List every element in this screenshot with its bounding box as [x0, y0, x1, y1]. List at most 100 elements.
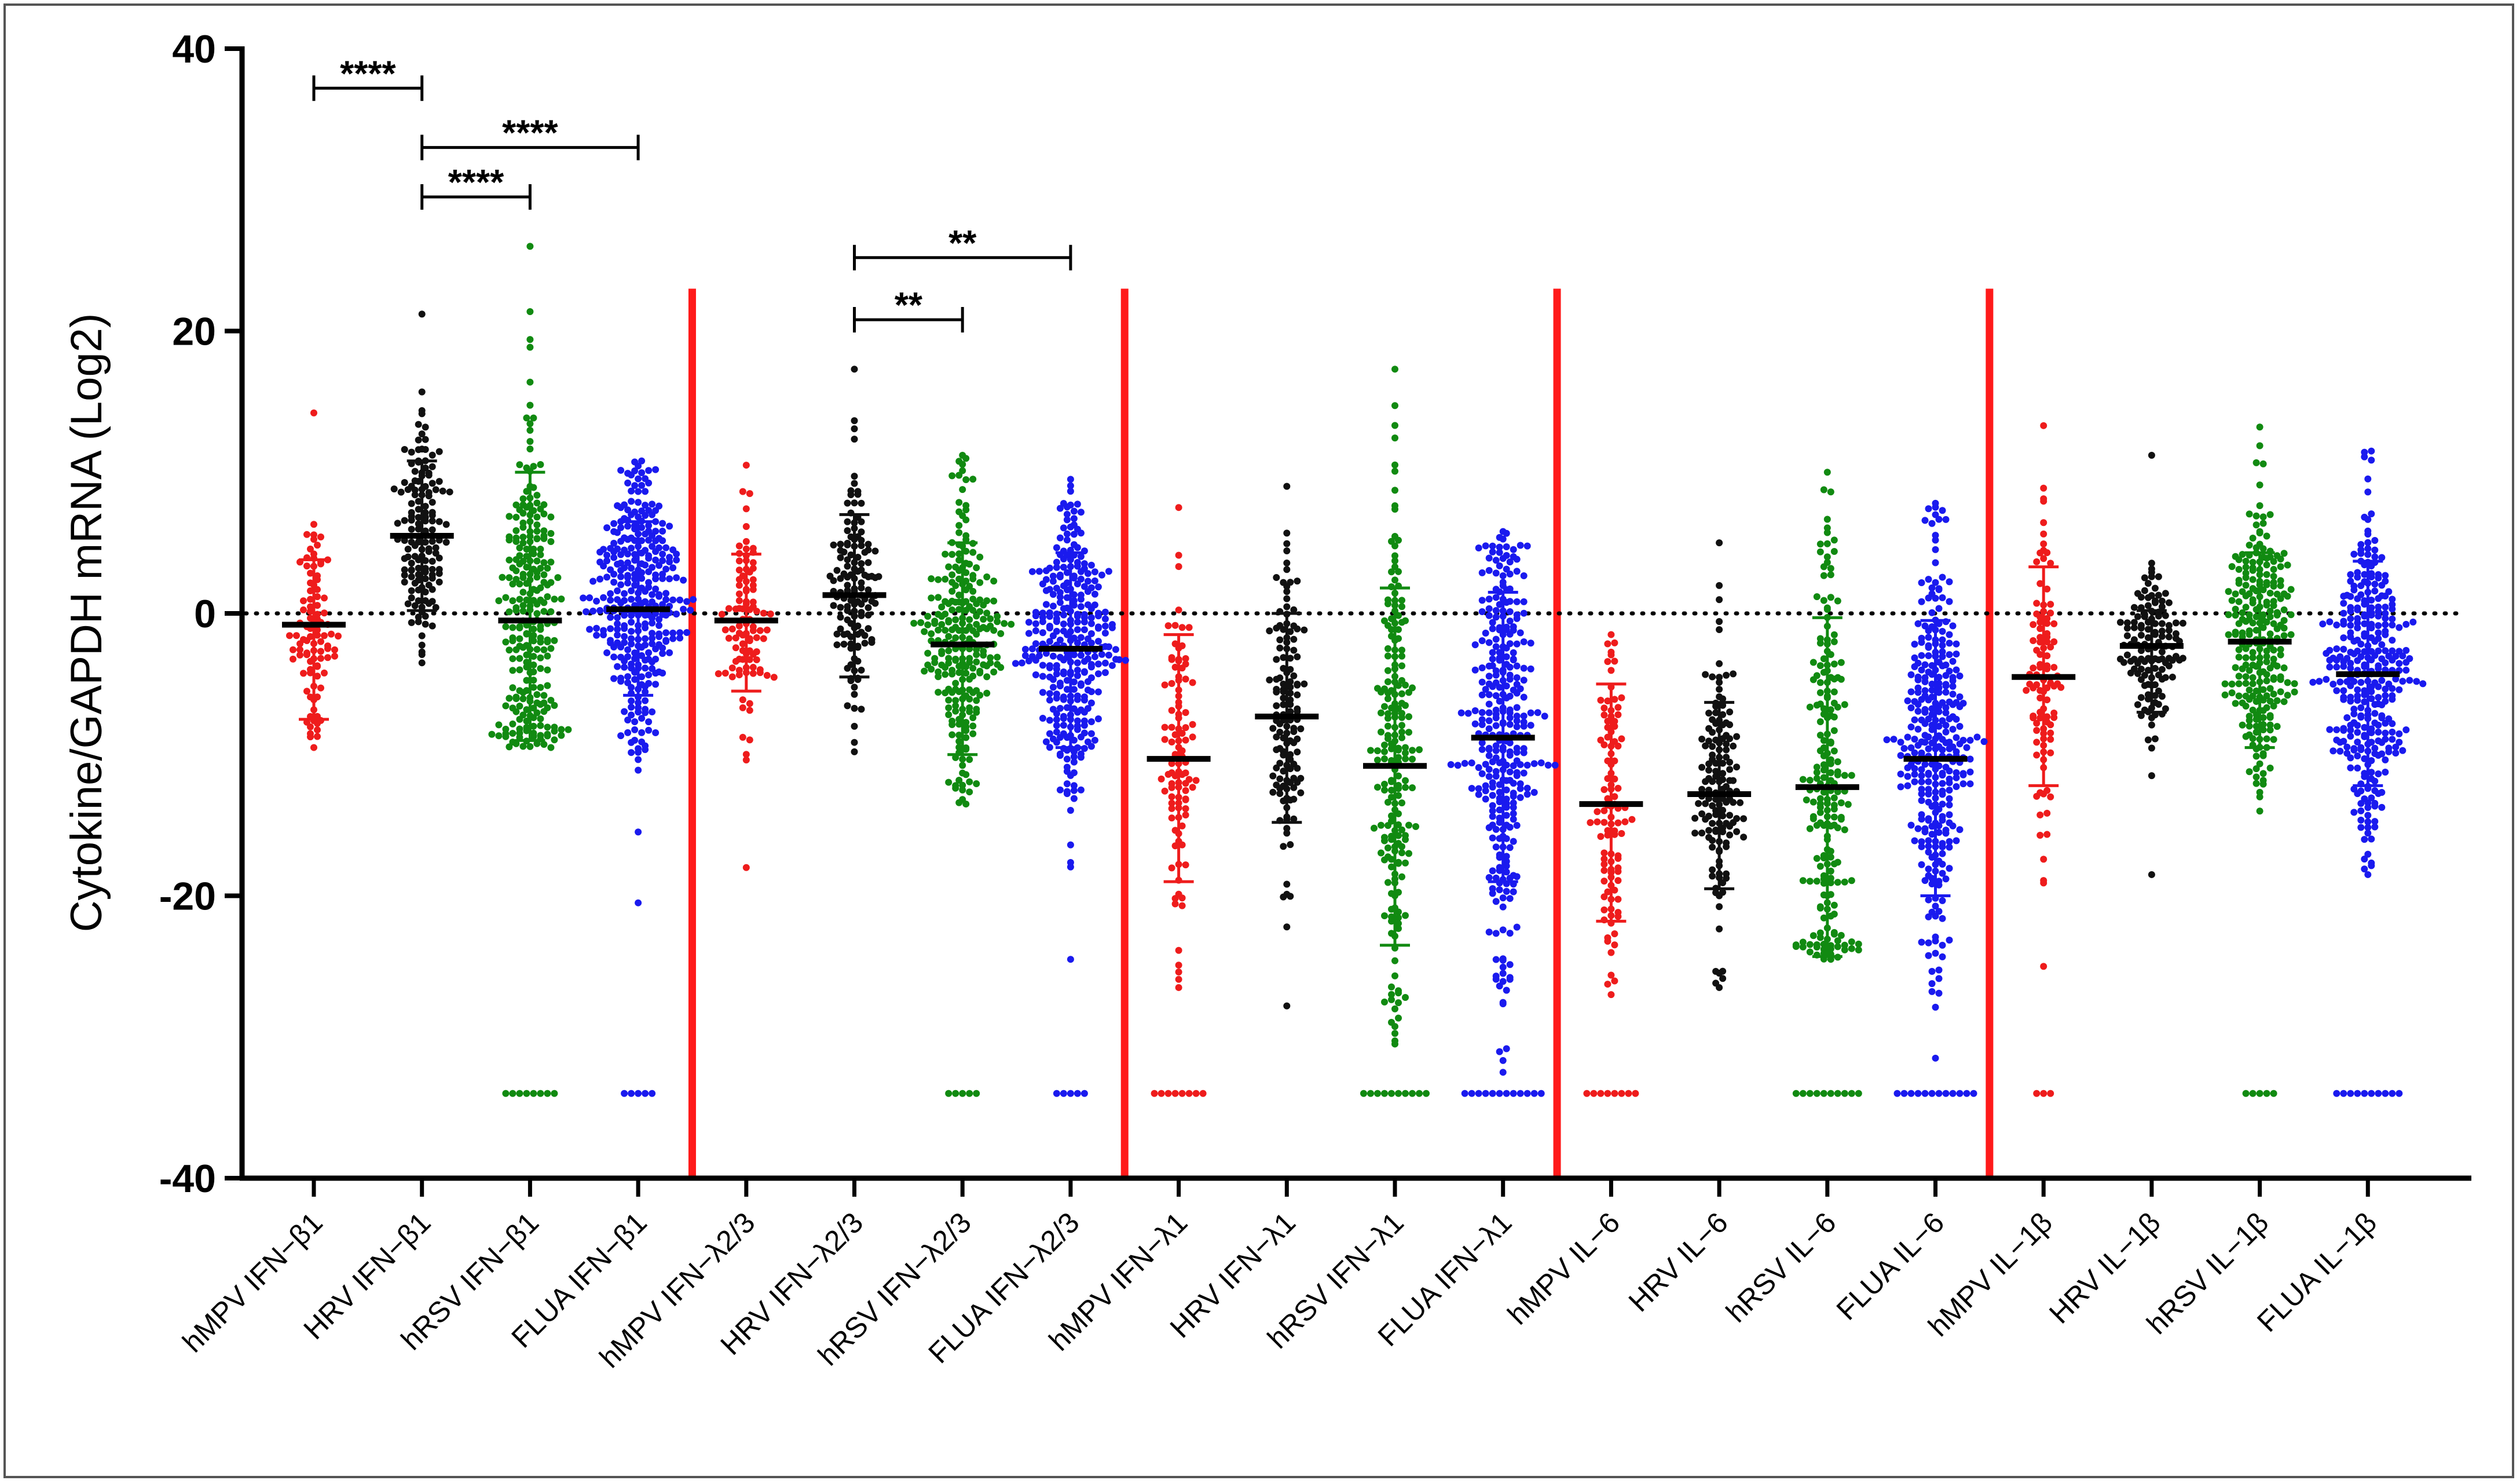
data-point: [2375, 622, 2382, 630]
data-point: [432, 544, 439, 551]
data-point: [1168, 656, 1175, 663]
data-point: [2263, 571, 2270, 578]
data-point: [1705, 760, 1713, 767]
data-point: [1830, 631, 1838, 638]
data-point: [1178, 624, 1186, 631]
data-point: [871, 600, 879, 607]
data-point: [1733, 733, 1741, 740]
data-point: [411, 467, 419, 475]
data-point: [314, 602, 321, 609]
data-point: [2137, 712, 2145, 719]
data-point: [2148, 744, 2155, 752]
data-point: [652, 645, 660, 653]
data-point: [683, 629, 691, 637]
data-point: [1816, 904, 1824, 912]
data-point: [415, 514, 422, 521]
data-point: [1283, 1002, 1291, 1010]
data-point: [1956, 722, 1964, 730]
data-point: [2221, 680, 2229, 688]
data-point: [617, 551, 625, 558]
data-point: [1956, 703, 1964, 711]
data-point: [516, 580, 523, 588]
data-point: [1520, 769, 1528, 777]
data-point: [1046, 638, 1053, 645]
data-point: [959, 486, 966, 494]
data-point: [1182, 861, 1189, 869]
data-point: [1834, 703, 1841, 711]
data-point: [635, 748, 642, 756]
data-point: [1600, 861, 1608, 868]
data-point: [662, 629, 670, 637]
data-point: [593, 631, 600, 639]
data-point: [1182, 675, 1189, 683]
data-point: [422, 423, 429, 431]
data-point: [1189, 733, 1196, 741]
data-point: [1290, 728, 1298, 736]
not-detected-point: [1053, 1090, 1060, 1097]
significance-label: ****: [340, 54, 396, 94]
data-point: [617, 644, 625, 651]
data-point: [1158, 775, 1165, 783]
data-point: [2371, 777, 2379, 785]
data-point: [1897, 770, 1904, 778]
data-point: [1939, 869, 1946, 877]
data-point: [509, 655, 517, 663]
data-point: [942, 550, 949, 558]
data-point: [1503, 1045, 1510, 1052]
data-point: [418, 410, 426, 418]
data-point: [1028, 568, 1036, 575]
data-point: [962, 586, 970, 594]
data-point: [307, 723, 314, 730]
data-point: [1932, 559, 1939, 566]
data-point: [662, 596, 670, 604]
data-point: [2033, 600, 2041, 607]
data-point: [962, 801, 970, 808]
data-point: [2242, 617, 2250, 625]
data-point: [1492, 975, 1500, 983]
data-point: [1046, 690, 1053, 697]
data-point: [948, 670, 956, 678]
data-point: [1489, 542, 1496, 550]
data-point: [1806, 825, 1814, 832]
data-point: [1799, 943, 1807, 951]
data-point: [1611, 977, 1618, 985]
data-point: [1816, 862, 1824, 870]
data-point: [1378, 821, 1384, 829]
data-point: [1053, 728, 1060, 736]
data-point: [642, 587, 649, 595]
data-point: [2382, 685, 2389, 693]
data-point: [1716, 660, 1723, 667]
data-point: [1506, 751, 1514, 759]
data-point: [966, 616, 973, 623]
data-point: [2141, 574, 2148, 582]
data-point: [1391, 434, 1398, 442]
data-point: [1716, 925, 1723, 933]
data-point: [1464, 710, 1472, 717]
data-point: [642, 561, 649, 569]
data-point: [1053, 564, 1060, 571]
data-point: [2347, 726, 2354, 734]
data-point: [1070, 651, 1078, 659]
data-point: [945, 563, 953, 571]
data-point: [969, 575, 977, 583]
data-point: [1388, 626, 1395, 633]
data-point: [1112, 646, 1119, 653]
data-point: [1946, 598, 1953, 605]
data-point: [415, 564, 422, 572]
data-point: [617, 581, 625, 589]
data-point: [966, 778, 973, 785]
data-point: [1388, 568, 1395, 576]
data-point: [631, 718, 639, 725]
not-detected-point: [1402, 1090, 1409, 1097]
data-point: [673, 611, 680, 618]
data-point: [1719, 759, 1727, 767]
data-point: [422, 575, 429, 583]
data-point: [1939, 801, 1946, 808]
data-point: [1280, 681, 1287, 688]
data-point: [1935, 689, 1943, 696]
data-point: [408, 500, 415, 507]
data-point: [1837, 816, 1845, 823]
data-point: [2148, 560, 2155, 567]
data-point: [1496, 781, 1503, 788]
